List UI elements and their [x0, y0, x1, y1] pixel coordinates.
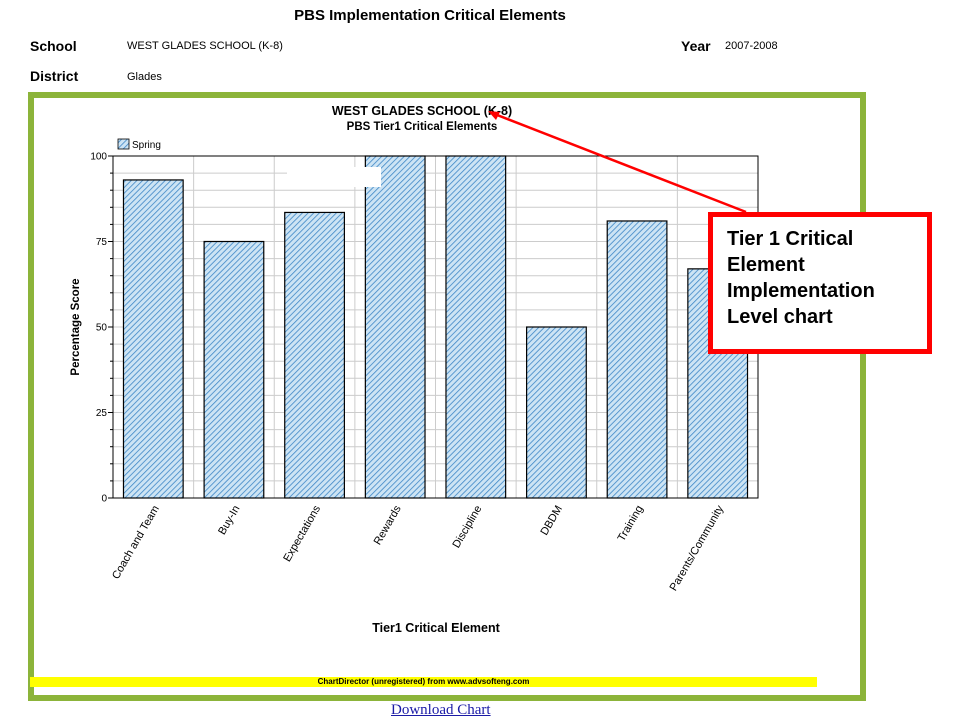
school-value: WEST GLADES SCHOOL (K-8) [127, 40, 283, 52]
y-tick-label: 0 [101, 494, 107, 505]
plot-whiteout [287, 167, 381, 187]
download-chart-link[interactable]: Download Chart [391, 702, 491, 718]
bar-dbdm [526, 326, 587, 499]
x-tick-label: Coach and Team [110, 504, 162, 582]
callout-line-4: Level chart [727, 306, 833, 328]
callout-line-3: Implementation [727, 280, 875, 302]
legend-swatch [117, 138, 130, 150]
callout-line-2: Element [727, 254, 805, 276]
bar-buy-in [203, 240, 265, 499]
y-tick-label: 75 [96, 237, 108, 248]
y-tick-label: 25 [96, 408, 108, 419]
callout-arrowhead [488, 111, 500, 120]
x-tick-label: Rewards [372, 503, 404, 547]
callout-arrow [491, 111, 747, 214]
x-tick-label: Discipline [450, 504, 484, 551]
x-tick-label: DBDM [538, 504, 565, 538]
callout-line-1: Tier 1 Critical [727, 228, 854, 250]
bar-coach-and-team [122, 179, 184, 499]
legend-label: Spring [132, 140, 161, 151]
y-axis-label: Percentage Score [70, 278, 82, 375]
bar-rewards [364, 155, 426, 499]
district-value: Glades [127, 71, 162, 83]
y-tick-label: 100 [90, 152, 107, 163]
legend: Spring [117, 138, 161, 151]
annotation-callout: Tier 1 Critical Element Implementation L… [708, 212, 932, 354]
x-tick-label: Parents/Community [668, 503, 727, 593]
chart-subtitle: PBS Tier1 Critical Elements [347, 121, 498, 133]
year-value: 2007-2008 [725, 40, 778, 52]
x-axis-label: Tier1 Critical Element [372, 621, 500, 635]
school-label: School [30, 38, 77, 54]
x-tick-label: Training [616, 504, 646, 544]
y-tick-label: 50 [96, 323, 108, 334]
bar-expectations [284, 211, 345, 499]
year-label: Year [681, 38, 711, 54]
x-tick-label: Buy-In [216, 504, 242, 538]
bar-training [606, 220, 668, 499]
page-title: PBS Implementation Critical Elements [294, 7, 566, 24]
chart-title: WEST GLADES SCHOOL (K-8) [332, 104, 512, 118]
bar-discipline [445, 155, 507, 499]
district-label: District [30, 68, 79, 84]
x-tick-label: Expectations [281, 503, 323, 564]
chartdirector-watermark: ChartDirector (unregistered) from www.ad… [30, 677, 817, 687]
